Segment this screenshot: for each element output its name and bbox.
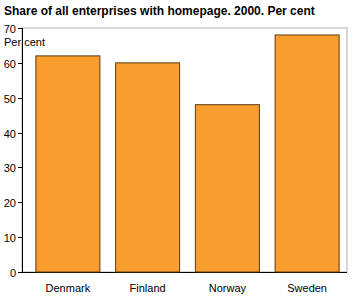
y-axis-label: Per cent [4, 36, 45, 48]
y-tick-label: 20 [4, 197, 16, 209]
y-tick-label: 30 [4, 162, 16, 174]
y-tick-label: 60 [4, 58, 16, 70]
bar [275, 35, 339, 272]
y-tick-label: 40 [4, 128, 16, 140]
x-tick-label: Sweden [287, 282, 327, 294]
y-tick [18, 133, 22, 134]
y-tick [18, 167, 22, 168]
bar [116, 63, 180, 272]
y-tick [18, 28, 22, 29]
y-tick [18, 98, 22, 99]
y-tick-label: 0 [10, 267, 16, 279]
plot-frame [22, 28, 347, 272]
x-tick-label: Norway [209, 282, 247, 294]
y-tick-label: 10 [4, 232, 16, 244]
y-tick [18, 202, 22, 203]
bar [36, 56, 100, 272]
y-tick [18, 63, 22, 64]
y-tick [18, 272, 22, 273]
title: Share of all enterprises with homepage. … [4, 4, 315, 18]
y-tick [18, 237, 22, 238]
bar [195, 105, 259, 272]
bars [36, 35, 339, 272]
x-tick-label: Denmark [46, 282, 91, 294]
x-tick-label: Finland [130, 282, 166, 294]
y-axis [22, 28, 23, 272]
y-tick-label: 70 [4, 23, 16, 35]
y-tick-label: 50 [4, 93, 16, 105]
